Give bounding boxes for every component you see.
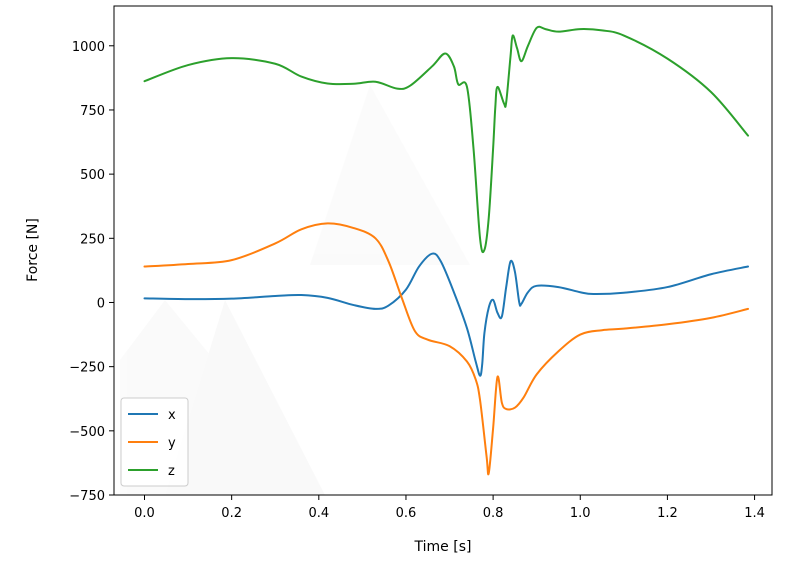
series-layer (143, 25, 750, 476)
x-tick-label: 1.4 (744, 506, 765, 521)
y-axis: −750 −500 −250 0 250 500 750 1000 (69, 40, 114, 504)
y-tick-label: 250 (80, 232, 105, 247)
y-tick-label: 0 (97, 296, 105, 311)
y-tick-label: −250 (69, 361, 105, 376)
x-tick-label: 0.6 (396, 506, 417, 521)
legend-label-x: x (168, 408, 176, 423)
x-tick-label: 0.8 (483, 506, 504, 521)
legend: xyz (120, 397, 189, 487)
plot-frame (113, 5, 773, 496)
series-line-z (143, 25, 750, 254)
x-tick-label: 0.4 (308, 506, 329, 521)
x-tick-label: 0.0 (134, 506, 155, 521)
y-axis-label: Force [N] (25, 218, 41, 282)
y-tick-label: −500 (69, 425, 105, 440)
series-line-x (143, 252, 750, 377)
plot-area (113, 5, 773, 496)
series-line-y (143, 222, 750, 476)
y-tick-label: 750 (80, 104, 105, 119)
y-tick-label: 1000 (72, 40, 105, 55)
legend-label-y: y (168, 436, 176, 451)
y-tick-label: 500 (80, 168, 105, 183)
legend-label-z: z (168, 464, 175, 479)
x-tick-label: 1.2 (657, 506, 678, 521)
y-tick-label: −750 (69, 489, 105, 504)
x-tick-label: 1.0 (570, 506, 591, 521)
x-axis: 0.0 0.2 0.4 0.6 0.8 1.0 1.2 1.4 (134, 495, 765, 521)
x-tick-label: 0.2 (221, 506, 242, 521)
x-axis-label: Time [s] (414, 539, 472, 555)
